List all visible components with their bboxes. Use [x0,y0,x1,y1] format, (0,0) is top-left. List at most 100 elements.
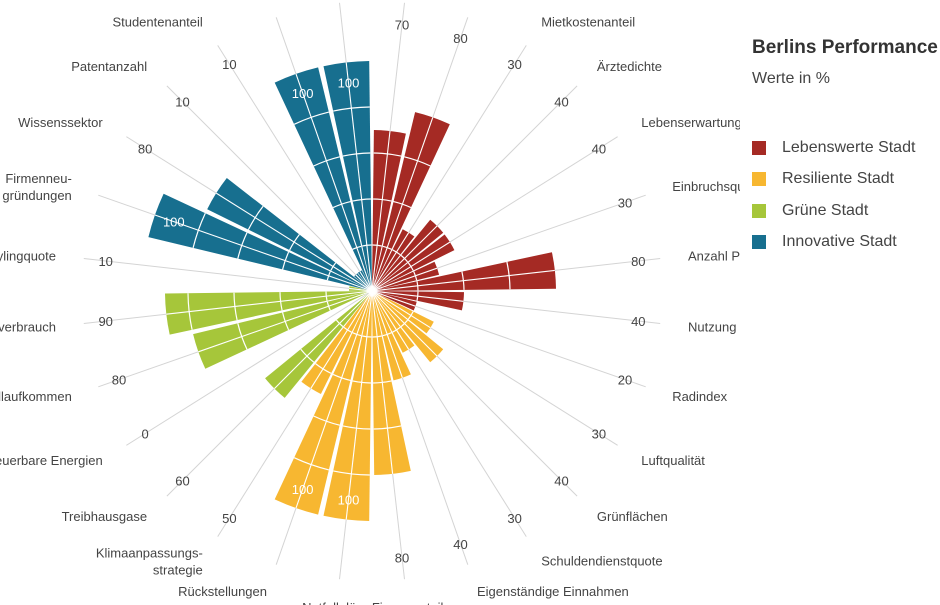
legend: Lebenswerte Stadt Resiliente Stadt Grüne… [752,132,915,258]
bar-segment [372,291,415,353]
value-label: 100 [292,86,314,101]
chart-subtitle: Werte in % [752,70,830,87]
category-label: Mietkostenanteil [541,15,635,30]
value-label: 100 [338,75,360,90]
bar-segment [207,178,372,291]
legend-swatch [752,172,766,187]
bar-divider [371,290,403,378]
bar-segment [372,291,464,311]
bar-divider [371,241,451,292]
value-label: 0 [141,427,148,442]
category-label: Ärztedichte [597,59,662,74]
value-label: 40 [554,474,568,489]
legend-swatch [752,203,766,218]
legend-item-gruene[interactable]: Grüne Stadt [752,195,915,227]
bar-segment [372,291,434,334]
value-label: 10 [175,95,189,110]
value-label: 10 [98,254,112,269]
category-label: Eigenständige Einnahmen [477,584,629,599]
category-labels: ArmutsquoteArbeitslosenquoteMietkostenan… [0,15,740,605]
category-label: Lebenserwartung [641,115,740,130]
legend-label: Resiliente Stadt [782,170,895,188]
legend-label: Grüne Stadt [782,201,869,219]
category-label: Schuldendienstquote [541,553,662,568]
bar-divider [345,62,373,292]
bar-segment [323,291,372,521]
category-label: Firmenanteil [372,600,444,605]
value-label: 30 [507,511,521,526]
center-hub [368,287,376,295]
category-label: Treibhausgase [62,509,148,524]
bar-divider [345,290,373,520]
category-label: Anzahl PKWs [688,248,740,263]
chart-title: Berlins Performance [752,37,938,58]
legend-swatch [752,235,766,250]
category-label: Notfallpläne [302,600,371,605]
value-label: 80 [453,31,467,46]
value-label: 80 [395,550,409,565]
spoke-line [217,45,373,292]
bar-segment [148,193,372,291]
value-label: 30 [592,427,606,442]
category-label: Wissenssektor [18,115,103,130]
bar-segment [372,112,450,291]
value-label: 40 [592,141,606,156]
bar-divider [371,232,410,292]
category-label: Studentenanteil [112,15,202,30]
category-label: Klimaanpassungs-strategie [96,545,203,577]
category-label: Wasserverbrauch [0,320,56,335]
bar-segment [372,130,406,291]
value-label: 100 [338,493,360,508]
bar-segment [301,291,372,394]
category-label: Einbruchsquote [672,179,740,194]
bars [148,61,556,521]
bar-divider [371,130,391,292]
spoke-line [371,290,646,388]
bar-divider [198,290,373,353]
bar-segment [372,261,440,291]
bar-divider [215,192,373,292]
bar-divider [371,269,555,292]
category-label: Radindex [672,389,727,404]
value-label: 100 [292,482,314,497]
legend-item-lebenswerte[interactable]: Lebenswerte Stadt [752,132,915,164]
category-label: Luftqualität [641,453,705,468]
bar-gridlines [154,62,555,520]
legend-item-innovative[interactable]: Innovative Stadt [752,227,915,259]
category-label: Grünflächen [597,509,668,524]
bar-divider [166,290,373,315]
bar-divider [295,290,373,509]
value-label: 40 [554,95,568,110]
bar-divider [371,290,431,329]
bar-segment [372,291,411,381]
value-label: 80 [112,373,126,388]
bar-divider [154,214,373,292]
category-label: Nutzung ÖPNV [688,320,740,335]
bar-segment [274,67,372,292]
bar-divider [371,225,438,292]
spoke-line [166,85,373,292]
value-label: 20 [618,373,632,388]
value-label: 50 [222,511,236,526]
value-label: 80 [631,254,645,269]
legend-swatch [752,140,766,155]
value-label: 30 [507,57,521,72]
value-label: 30 [618,196,632,211]
legend-item-resiliente[interactable]: Resiliente Stadt [752,164,915,196]
polar-bar-chart: 70 80 30 40 40 30 80 40 20 30 40 30 40 80 100 100 50 60 0 8… [0,2,740,605]
bar-divider [371,290,416,307]
bar-divider [295,73,373,292]
bar-segment [372,291,417,311]
category-label: Müllaufkommen [0,389,72,404]
bar-segment [323,61,372,291]
bar-divider [274,290,373,389]
value-label: 70 [395,18,409,33]
value-label: 100 [163,215,185,230]
category-label: Rückstellungen [178,584,267,599]
bar-divider [371,290,410,350]
bar-segment [372,234,455,291]
bar-divider [371,117,434,292]
value-label: 40 [453,537,467,552]
bar-segment [274,291,372,515]
bar-divider [371,290,464,302]
